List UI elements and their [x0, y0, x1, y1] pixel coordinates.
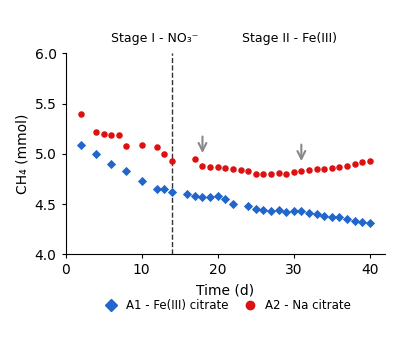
Point — [313, 211, 320, 217]
Point — [321, 166, 327, 172]
Text: Stage II - Fe(III): Stage II - Fe(III) — [242, 32, 337, 45]
Point — [78, 111, 84, 116]
Point — [214, 193, 221, 199]
Point — [116, 132, 122, 137]
Point — [328, 214, 335, 220]
Point — [344, 163, 350, 169]
Point — [351, 161, 358, 167]
Point — [192, 156, 198, 162]
Point — [260, 171, 266, 177]
Point — [336, 214, 342, 220]
Legend: A1 - Fe(III) citrate, A2 - Na citrate: A1 - Fe(III) citrate, A2 - Na citrate — [94, 295, 356, 317]
Point — [359, 220, 365, 225]
Point — [230, 166, 236, 172]
Point — [214, 164, 221, 170]
Point — [123, 143, 130, 149]
Point — [207, 194, 213, 200]
Point — [290, 208, 297, 214]
Point — [199, 194, 206, 200]
Point — [199, 163, 206, 169]
Point — [93, 129, 99, 135]
Point — [351, 218, 358, 224]
Point — [283, 171, 289, 177]
Point — [100, 131, 107, 137]
Point — [260, 207, 266, 213]
Point — [245, 168, 251, 174]
Point — [230, 201, 236, 207]
Point — [138, 178, 145, 184]
Point — [108, 161, 114, 167]
Point — [154, 186, 160, 192]
Point — [290, 169, 297, 175]
X-axis label: Time (d): Time (d) — [196, 283, 254, 297]
Point — [169, 158, 175, 164]
Point — [336, 164, 342, 170]
Point — [161, 186, 168, 192]
Point — [207, 164, 213, 170]
Point — [306, 167, 312, 173]
Point — [192, 193, 198, 199]
Point — [252, 206, 259, 212]
Point — [184, 191, 190, 197]
Point — [366, 220, 373, 226]
Point — [154, 144, 160, 150]
Point — [344, 216, 350, 222]
Point — [275, 170, 282, 176]
Point — [222, 165, 228, 171]
Text: Stage I - NO₃⁻: Stage I - NO₃⁻ — [111, 32, 199, 45]
Point — [306, 210, 312, 216]
Point — [93, 151, 99, 157]
Point — [328, 165, 335, 171]
Point — [237, 167, 244, 173]
Point — [108, 132, 114, 137]
Point — [252, 171, 259, 177]
Point — [321, 213, 327, 219]
Point — [298, 208, 304, 214]
Point — [138, 142, 145, 148]
Point — [359, 159, 365, 165]
Point — [283, 209, 289, 215]
Point — [268, 171, 274, 177]
Point — [268, 208, 274, 214]
Y-axis label: CH₄ (mmol): CH₄ (mmol) — [15, 114, 29, 194]
Point — [298, 168, 304, 174]
Point — [366, 158, 373, 164]
Point — [275, 207, 282, 213]
Point — [313, 166, 320, 172]
Point — [161, 151, 168, 157]
Point — [123, 168, 130, 174]
Point — [169, 189, 175, 195]
Point — [78, 142, 84, 148]
Point — [222, 196, 228, 202]
Point — [245, 203, 251, 209]
